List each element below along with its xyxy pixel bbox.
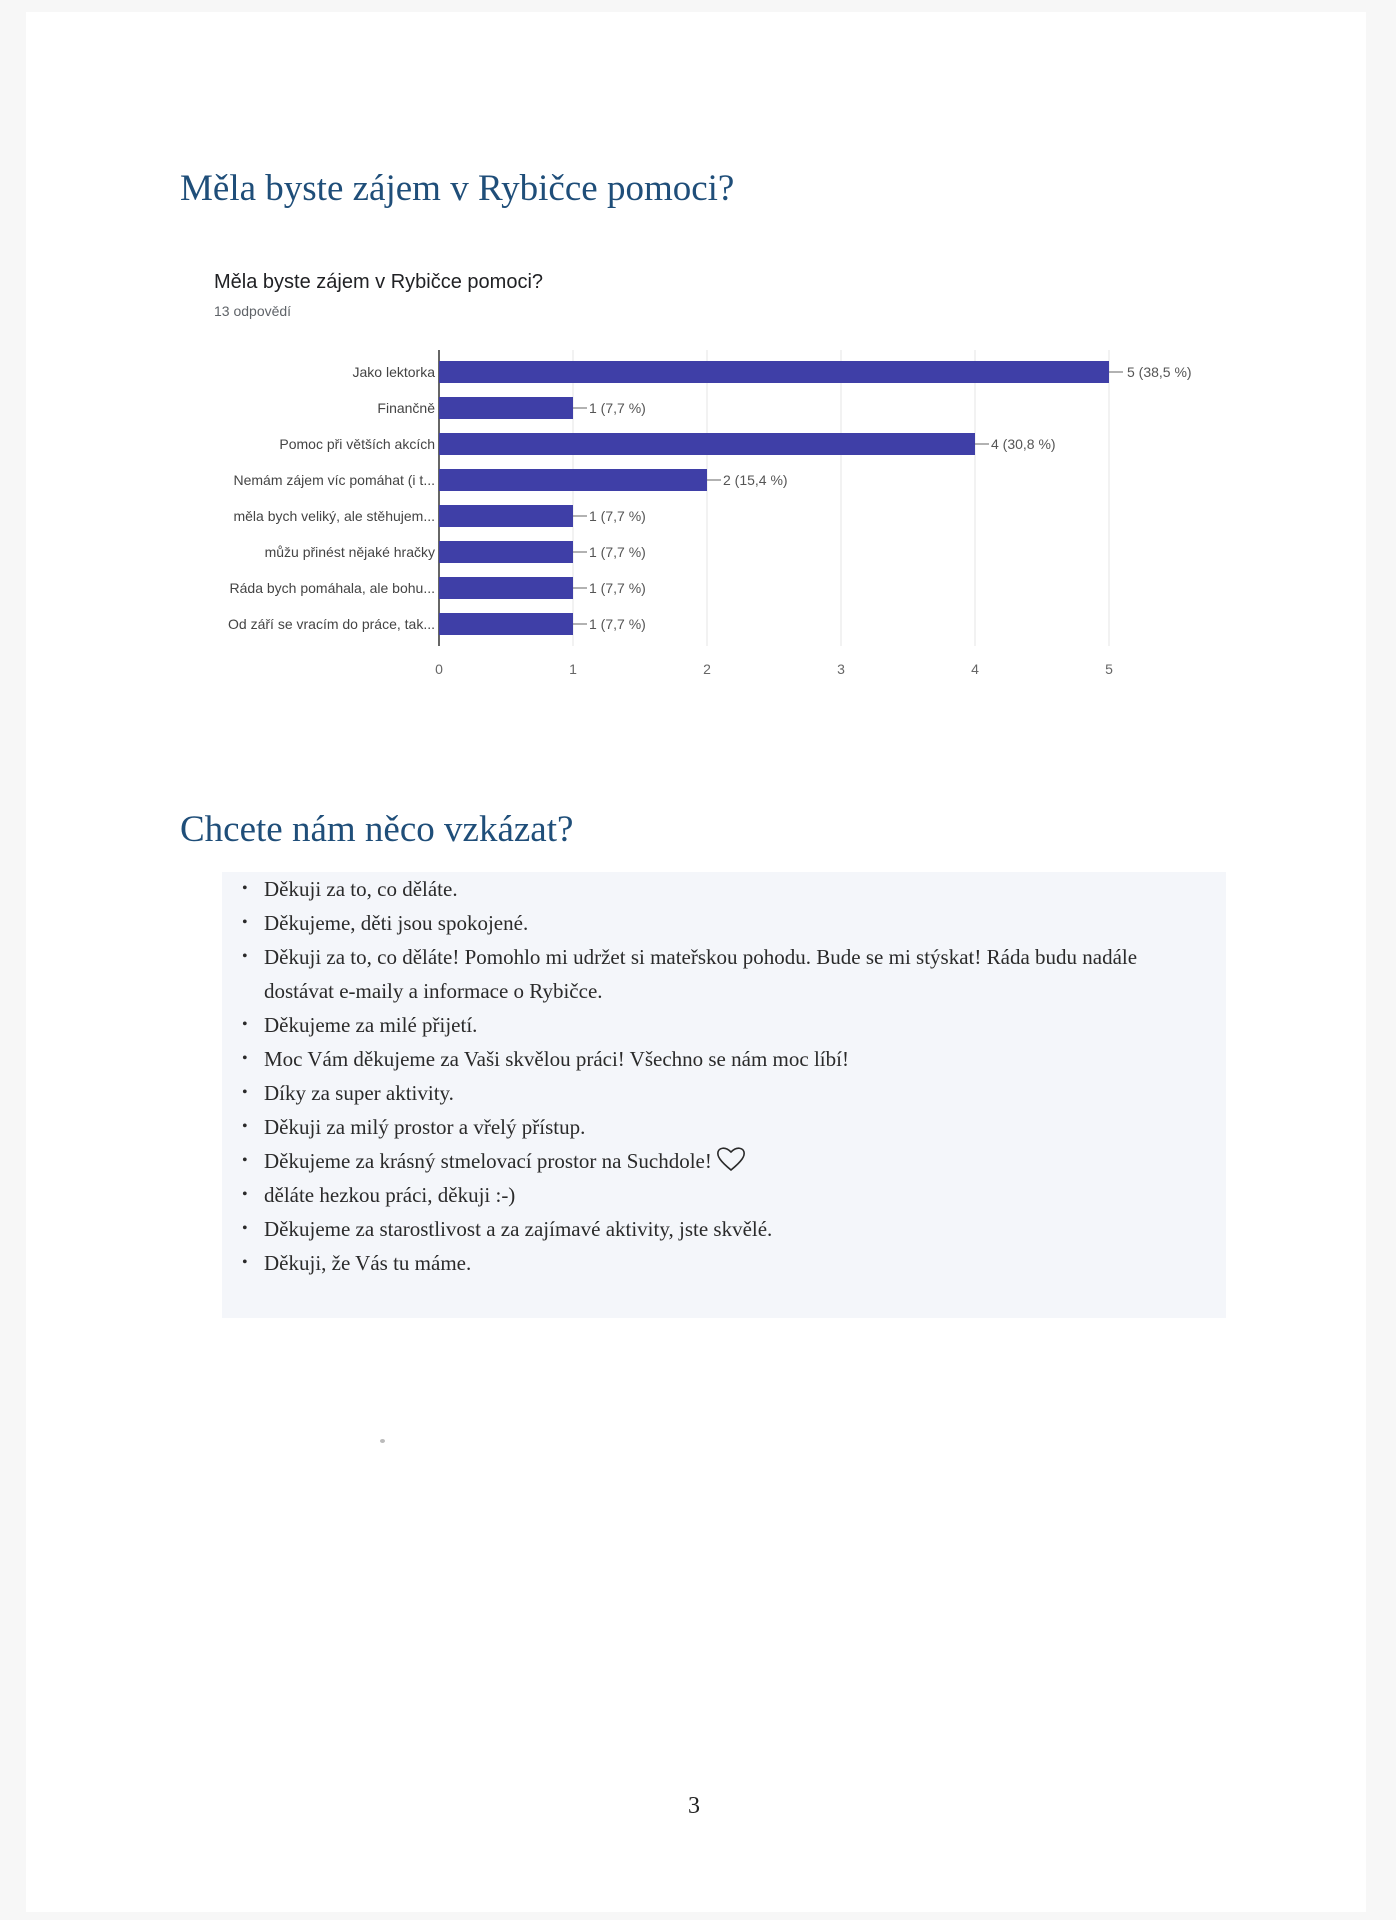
message-text: Děkujeme za milé přijetí.: [264, 1013, 478, 1037]
bar: [439, 505, 573, 527]
message-item: • Děkuji za to, co děláte.: [222, 872, 1226, 906]
category-label: měla bych veliký, ale stěhujem...: [233, 508, 435, 524]
message-text: Děkuji za to, co děláte.: [264, 877, 458, 901]
bullet-icon: •: [242, 1016, 248, 1033]
bar: [439, 613, 573, 635]
message-item: • Děkuji, že Vás tu máme.: [222, 1246, 1226, 1280]
message-item: • Děkuji za to, co děláte! Pomohlo mi udr…: [222, 940, 1226, 1008]
bullet-icon: •: [242, 1118, 248, 1135]
bar: [439, 469, 707, 491]
message-item: • Moc Vám děkujeme za Vaši skvělou práci!…: [222, 1042, 1226, 1076]
messages-panel: • Děkuji za to, co děláte. • Děkujeme, děti…: [222, 872, 1226, 1318]
message-item: • Děkujeme za starostlivost a za zajímavé…: [222, 1212, 1226, 1246]
data-label: 5 (38,5 %): [1127, 364, 1192, 380]
bullet-icon: •: [242, 880, 248, 897]
x-tick-label: 2: [703, 661, 711, 677]
bullet-icon: •: [242, 1084, 248, 1101]
data-label: 2 (15,4 %): [723, 472, 788, 488]
category-label: Finančně: [377, 400, 435, 416]
message-list: • Děkuji za to, co děláte. • Děkujeme, děti…: [222, 872, 1226, 1280]
section-heading-messages: Chcete nám něco vzkázat?: [180, 809, 574, 850]
x-tick-label: 3: [837, 661, 845, 677]
x-tick-label: 0: [435, 661, 443, 677]
data-label: 1 (7,7 %): [589, 616, 646, 632]
message-text: Děkuji za to, co děláte! Pomohlo mi udrž…: [264, 945, 1138, 1003]
bullet-icon: •: [242, 1050, 248, 1067]
data-label: 4 (30,8 %): [991, 436, 1056, 452]
chart-title: Měla byste zájem v Rybičce pomoci?: [214, 271, 544, 293]
bullet-icon: •: [242, 1186, 248, 1203]
message-text: Děkuji, že Vás tu máme.: [264, 1251, 472, 1275]
heart-outline-icon: [716, 1147, 745, 1172]
x-tick-label: 1: [569, 661, 577, 677]
bullet-icon: •: [242, 1152, 248, 1169]
bar: [439, 577, 573, 599]
bar: [439, 433, 975, 455]
bar: [439, 361, 1109, 383]
page-number: 3: [688, 1793, 700, 1819]
bullet-icon: •: [242, 1220, 248, 1237]
category-label: Jako lektorka: [353, 364, 436, 380]
bullet-icon: •: [242, 948, 248, 965]
category-label: Ráda bych pomáhala, ale bohu...: [230, 580, 435, 596]
document-page: Měla byste zájem v Rybičce pomoci? Měla …: [26, 12, 1366, 1912]
message-item: • děláte hezkou práci, děkuji :-): [222, 1178, 1226, 1212]
bar: [439, 541, 573, 563]
x-tick-label: 4: [971, 661, 979, 677]
category-label: můžu přinést nějaké hračky: [265, 544, 435, 560]
message-text: děláte hezkou práci, děkuji :-): [264, 1183, 516, 1207]
message-text: Děkujeme za starostlivost a za zajímavé …: [264, 1217, 773, 1241]
data-label: 1 (7,7 %): [589, 508, 646, 524]
category-label: Nemám zájem víc pomáhat (i t...: [233, 472, 435, 488]
message-item: • Díky za super aktivity.: [222, 1076, 1226, 1110]
message-text: Díky za super aktivity.: [264, 1081, 454, 1105]
message-item: • Děkujeme za krásný stmelovací prostor n…: [222, 1144, 1226, 1178]
message-item: • Děkujeme za milé přijetí.: [222, 1008, 1226, 1042]
message-item: • Děkujeme, děti jsou spokojené.: [222, 906, 1226, 940]
x-tick-label: 5: [1105, 661, 1113, 677]
data-label: 1 (7,7 %): [589, 400, 646, 416]
category-label: Od září se vracím do práce, tak...: [228, 616, 435, 632]
message-text: Moc Vám děkujeme za Vaši skvělou práci! …: [264, 1047, 849, 1071]
bar-chart: 0 1 2 3 4 5 Jako lektorka 5 (38,5 %) Finančně 1 (…: [228, 350, 1192, 677]
scan-artifact: [380, 1439, 385, 1443]
chart-response-count: 13 odpovědí: [214, 303, 292, 319]
data-label: 1 (7,7 %): [589, 580, 646, 596]
message-text: Děkujeme, děti jsou spokojené.: [264, 911, 529, 935]
message-item: • Děkuji za milý prostor a vřelý přístup.: [222, 1110, 1226, 1144]
section-heading-help: Měla byste zájem v Rybičce pomoci?: [180, 168, 735, 209]
bullet-icon: •: [242, 914, 248, 931]
data-label: 1 (7,7 %): [589, 544, 646, 560]
bullet-icon: •: [242, 1254, 248, 1271]
bar: [439, 397, 573, 419]
message-text: Děkujeme za krásný stmelovací prostor na…: [264, 1149, 712, 1173]
message-text: Děkuji za milý prostor a vřelý přístup.: [264, 1115, 586, 1139]
category-label: Pomoc při větších akcích: [279, 436, 435, 452]
